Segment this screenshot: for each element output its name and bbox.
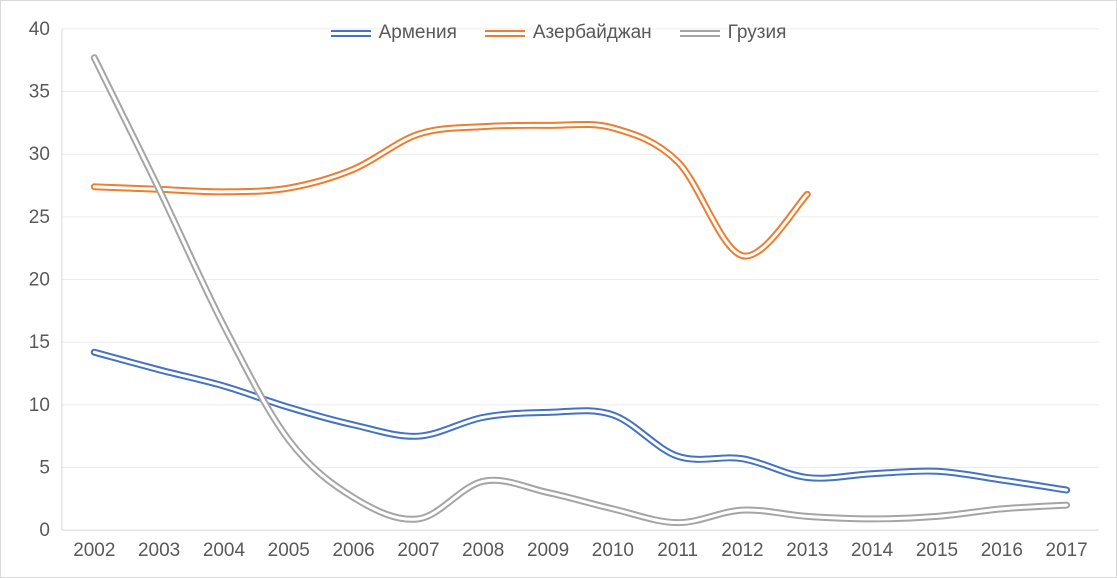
x-axis-label: 2010 — [592, 540, 634, 561]
x-axis-label: 2014 — [851, 540, 893, 561]
x-axis-label: 2015 — [916, 540, 958, 561]
x-axis-label: 2008 — [462, 540, 504, 561]
y-axis-label: 40 — [29, 19, 50, 40]
series-line-armenia — [90, 348, 1071, 494]
y-axis-label: 30 — [29, 144, 50, 165]
x-axis-label: 2013 — [786, 540, 828, 561]
series-line-core-georgia — [92, 56, 1069, 525]
x-axis-label: 2012 — [721, 540, 763, 561]
y-axis-label: 0 — [39, 520, 50, 541]
x-axis-label: 2004 — [203, 540, 245, 561]
x-axis-label: 2003 — [138, 540, 180, 561]
series-line-core-azerbaijan — [92, 122, 809, 258]
y-axis-label: 5 — [39, 457, 50, 478]
x-axis-label: 2017 — [1046, 540, 1088, 561]
y-axis-label: 25 — [29, 207, 50, 228]
x-axis-label: 2007 — [397, 540, 439, 561]
x-axis-label: 2006 — [332, 540, 374, 561]
y-axis-label: 10 — [29, 395, 50, 416]
x-axis-label: 2016 — [981, 540, 1023, 561]
x-axis-label: 2005 — [268, 540, 310, 561]
y-axis-label: 35 — [29, 82, 50, 103]
x-axis-label: 2011 — [657, 540, 698, 561]
x-axis-label: 2009 — [527, 540, 569, 561]
series-line-core-armenia — [92, 350, 1069, 492]
x-axis-label: 2002 — [73, 540, 115, 561]
y-axis-label: 15 — [29, 332, 50, 353]
y-axis-label: 20 — [29, 270, 50, 291]
